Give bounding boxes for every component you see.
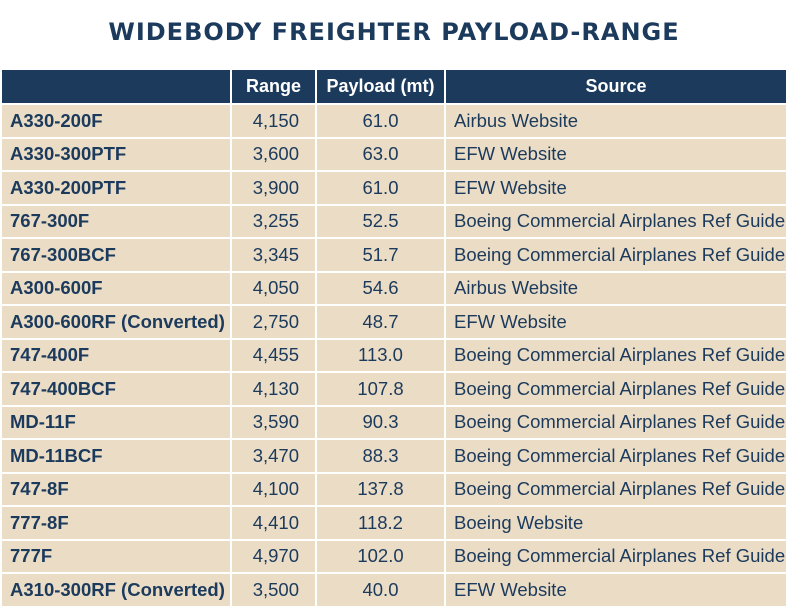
aircraft-name-cell: MD-11BCF	[2, 439, 232, 474]
table-row: A330-200PTF 3,900 61.0 EFW Website	[2, 171, 786, 206]
table-row: MD-11F 3,590 90.3 Boeing Commercial Airplan…	[2, 405, 786, 440]
table-row: 767-300BCF 3,345 51.7 Boeing Commercial Air…	[2, 238, 786, 273]
range-cell: 4,050	[231, 271, 317, 306]
table-row: 747-400BCF 4,130 107.8 Boeing Commercial Ai…	[2, 372, 786, 407]
range-cell: 4,150	[231, 104, 317, 139]
source-cell: Boeing Commercial Airplanes Ref Guide	[445, 405, 786, 440]
table-row: A330-200F 4,150 61.0 Airbus Website	[2, 104, 786, 139]
table-header-row: Range Payload (mt) Source	[2, 70, 786, 105]
range-cell: 3,900	[231, 171, 317, 206]
payload-cell: 54.6	[316, 271, 446, 306]
aircraft-name-cell: A300-600F	[2, 271, 232, 306]
payload-cell: 51.7	[316, 238, 446, 273]
range-cell: 3,470	[231, 439, 317, 474]
range-cell: 2,750	[231, 305, 317, 340]
range-cell: 4,970	[231, 539, 317, 574]
payload-cell: 107.8	[316, 372, 446, 407]
payload-cell: 102.0	[316, 539, 446, 574]
aircraft-name-cell: 747-400F	[2, 338, 232, 373]
table-row: 777-8F 4,410 118.2 Boeing Website	[2, 506, 786, 541]
source-cell: EFW Website	[445, 573, 786, 608]
column-header-source: Source	[445, 70, 786, 105]
source-cell: Boeing Commercial Airplanes Ref Guide	[445, 372, 786, 407]
source-cell: Boeing Commercial Airplanes Ref Guide	[445, 338, 786, 373]
table-row: 777F 4,970 102.0 Boeing Commercial Airplane…	[2, 539, 786, 574]
table-row: MD-11BCF 3,470 88.3 Boeing Commercial Airpl…	[2, 439, 786, 474]
aircraft-name-cell: A330-200F	[2, 104, 232, 139]
payload-cell: 48.7	[316, 305, 446, 340]
payload-cell: 61.0	[316, 171, 446, 206]
aircraft-name-cell: 777F	[2, 539, 232, 574]
range-cell: 3,255	[231, 204, 317, 239]
range-cell: 4,130	[231, 372, 317, 407]
table-body: A330-200F 4,150 61.0 Airbus Website A330-300…	[2, 104, 786, 608]
source-cell: Boeing Commercial Airplanes Ref Guide	[445, 539, 786, 574]
aircraft-name-cell: A300-600RF (Converted)	[2, 305, 232, 340]
page-title: WIDEBODY FREIGHTER PAYLOAD-RANGE	[108, 18, 680, 46]
payload-cell: 40.0	[316, 573, 446, 608]
source-cell: EFW Website	[445, 171, 786, 206]
aircraft-name-cell: A330-200PTF	[2, 171, 232, 206]
payload-cell: 88.3	[316, 439, 446, 474]
source-cell: Airbus Website	[445, 104, 786, 139]
column-header-range: Range	[231, 70, 317, 105]
source-cell: Boeing Commercial Airplanes Ref Guide	[445, 204, 786, 239]
payload-cell: 63.0	[316, 137, 446, 172]
payload-cell: 113.0	[316, 338, 446, 373]
aircraft-name-cell: 777-8F	[2, 506, 232, 541]
table-row: A330-300PTF 3,600 63.0 EFW Website	[2, 137, 786, 172]
table-row: 767-300F 3,255 52.5 Boeing Commercial Airpl…	[2, 204, 786, 239]
table-row: 747-8F 4,100 137.8 Boeing Commercial Airpla…	[2, 472, 786, 507]
payload-cell: 118.2	[316, 506, 446, 541]
source-cell: EFW Website	[445, 305, 786, 340]
source-cell: Boeing Commercial Airplanes Ref Guide	[445, 439, 786, 474]
table-row: A300-600RF (Converted) 2,750 48.7 EFW Websi…	[2, 305, 786, 340]
range-cell: 4,455	[231, 338, 317, 373]
column-header-aircraft	[2, 70, 232, 105]
aircraft-name-cell: 767-300F	[2, 204, 232, 239]
aircraft-name-cell: A310-300RF (Converted)	[2, 573, 232, 608]
aircraft-name-cell: 747-400BCF	[2, 372, 232, 407]
range-cell: 4,100	[231, 472, 317, 507]
column-header-payload: Payload (mt)	[316, 70, 446, 105]
payload-cell: 61.0	[316, 104, 446, 139]
source-cell: Airbus Website	[445, 271, 786, 306]
source-cell: Boeing Commercial Airplanes Ref Guide	[445, 238, 786, 273]
source-cell: EFW Website	[445, 137, 786, 172]
source-cell: Boeing Commercial Airplanes Ref Guide	[445, 472, 786, 507]
payload-cell: 52.5	[316, 204, 446, 239]
aircraft-name-cell: 747-8F	[2, 472, 232, 507]
payload-range-table: Range Payload (mt) Source A330-200F 4,150…	[2, 70, 786, 608]
aircraft-name-cell: A330-300PTF	[2, 137, 232, 172]
table-row: A300-600F 4,050 54.6 Airbus Website	[2, 271, 786, 306]
aircraft-name-cell: 767-300BCF	[2, 238, 232, 273]
range-cell: 3,600	[231, 137, 317, 172]
range-cell: 4,410	[231, 506, 317, 541]
range-cell: 3,590	[231, 405, 317, 440]
range-cell: 3,500	[231, 573, 317, 608]
payload-cell: 137.8	[316, 472, 446, 507]
source-cell: Boeing Website	[445, 506, 786, 541]
table-row: A310-300RF (Converted) 3,500 40.0 EFW Websi…	[2, 573, 786, 608]
aircraft-name-cell: MD-11F	[2, 405, 232, 440]
payload-cell: 90.3	[316, 405, 446, 440]
range-cell: 3,345	[231, 238, 317, 273]
table-row: 747-400F 4,455 113.0 Boeing Commercial Airp…	[2, 338, 786, 373]
